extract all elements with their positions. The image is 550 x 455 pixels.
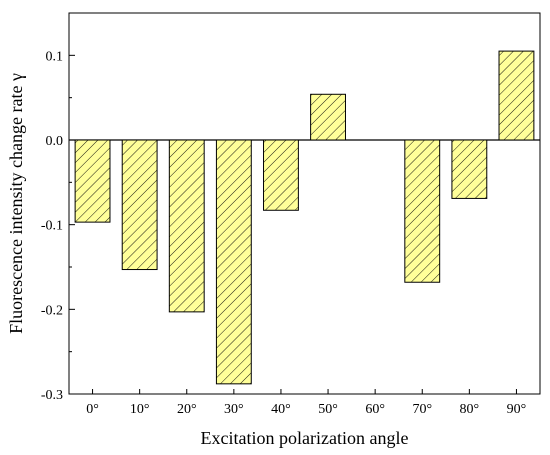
x-tick-label-5: 50° [318,402,338,417]
bar-4 [263,139,299,211]
y-axis-title: Fluorescence intensity change rate γ [6,73,26,334]
bar-5 [310,93,346,141]
x-tick-label-1: 10° [130,402,150,417]
x-tick-label-2: 20° [177,402,197,417]
y-tick-label-2: -0.1 [41,219,63,234]
x-axis-title: Excitation polarization angle [201,428,409,448]
bars-group [74,50,535,385]
bar-9 [498,50,535,141]
x-tick-label-4: 40° [271,402,291,417]
bar-0 [74,139,111,223]
x-tick-label-6: 60° [365,402,385,417]
y-tick-label-1: 0.0 [46,134,64,149]
x-tick-label-9: 90° [507,402,527,417]
bar-7 [404,139,441,283]
y-tick-label-3: -0.2 [41,303,63,318]
bar-3 [215,139,252,385]
x-tick-label-3: 30° [224,402,244,417]
bar-8 [451,139,488,199]
y-axis-ticks: 0.1 0.0 -0.1 -0.2 -0.3 [41,49,75,403]
bar-1 [121,139,158,271]
y-tick-label-4: -0.3 [41,388,63,403]
plot-frame [68,12,541,395]
x-tick-label-7: 70° [412,402,432,417]
bar-2 [168,139,205,313]
x-tick-label-0: 0° [86,402,99,417]
y-tick-label-0: 0.1 [46,49,64,64]
x-axis-ticks: 0° 10° 20° 30° 40° 50° 60° 70° 80° 90° [86,389,526,417]
x-tick-label-8: 80° [460,402,480,417]
